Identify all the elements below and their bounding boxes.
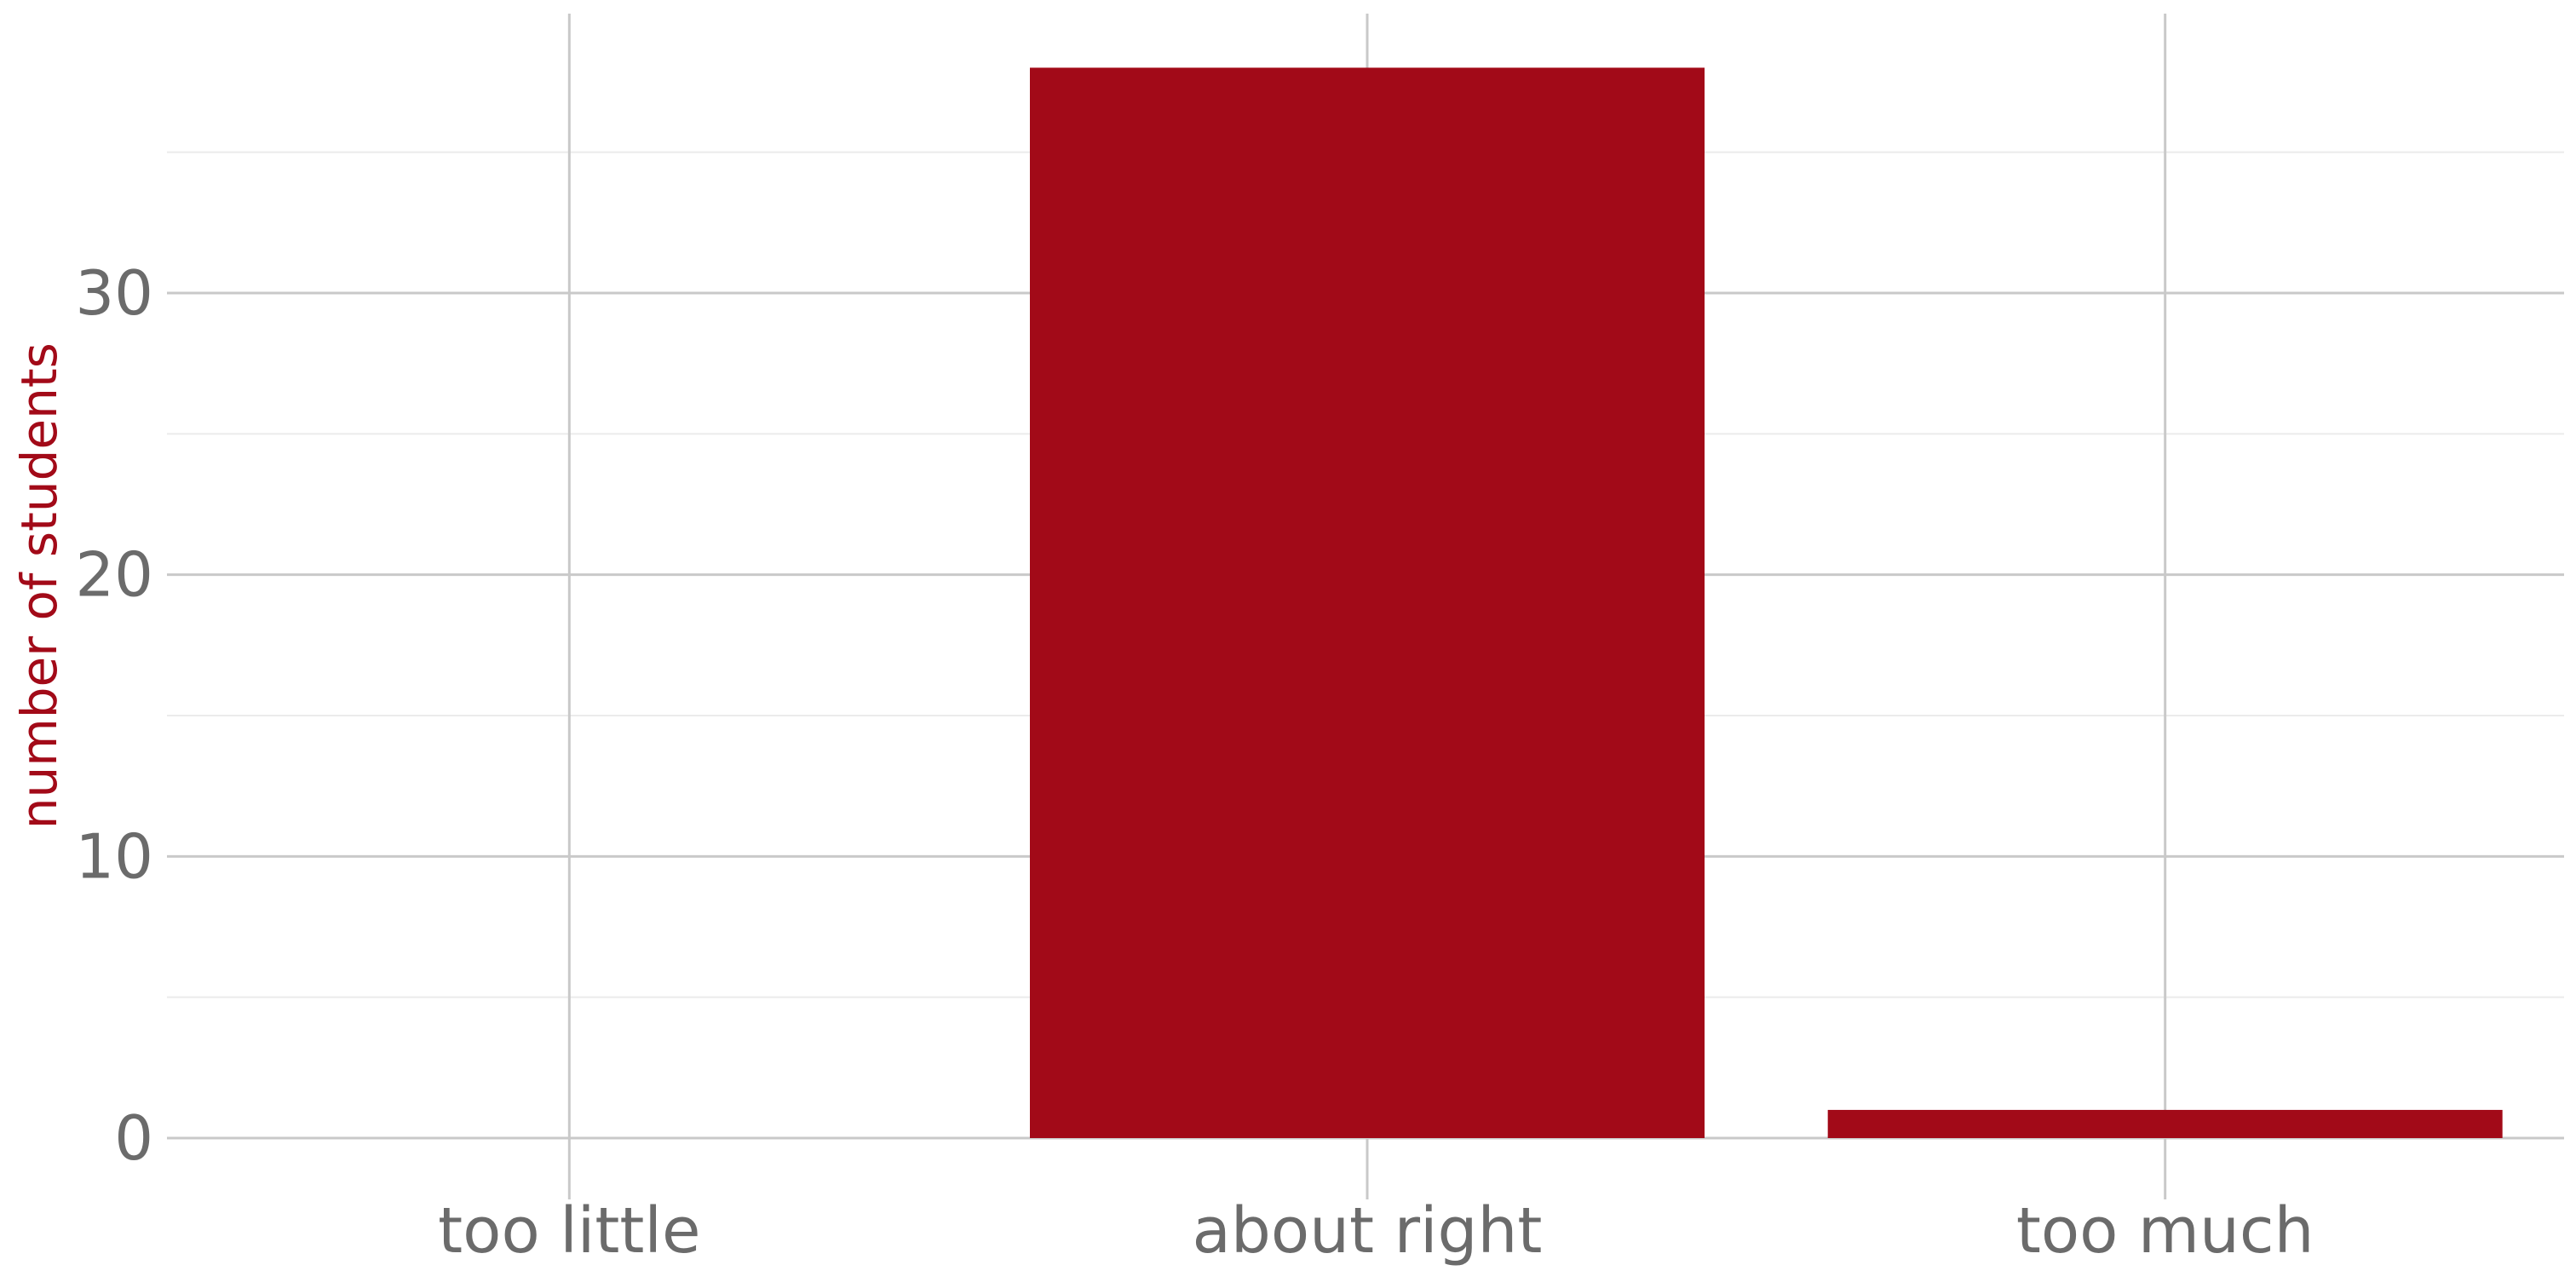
x-tick-label-too-little: too little — [438, 1194, 700, 1268]
bars — [1030, 67, 2503, 1138]
bar-about-right — [1030, 67, 1705, 1138]
y-tick-label-20: 20 — [75, 539, 153, 611]
x-axis-ticks: too little about right too much — [438, 1194, 2314, 1268]
y-tick-label-30: 30 — [75, 257, 153, 329]
y-axis-title: number of students — [10, 342, 68, 829]
x-tick-label-too-much: too much — [2016, 1194, 2314, 1268]
y-tick-label-0: 0 — [114, 1102, 153, 1174]
bar-too-much — [1827, 1109, 2503, 1138]
y-axis-ticks: 0 10 20 30 — [75, 257, 153, 1174]
x-tick-label-about-right: about right — [1193, 1194, 1543, 1268]
y-tick-label-10: 10 — [75, 820, 153, 892]
